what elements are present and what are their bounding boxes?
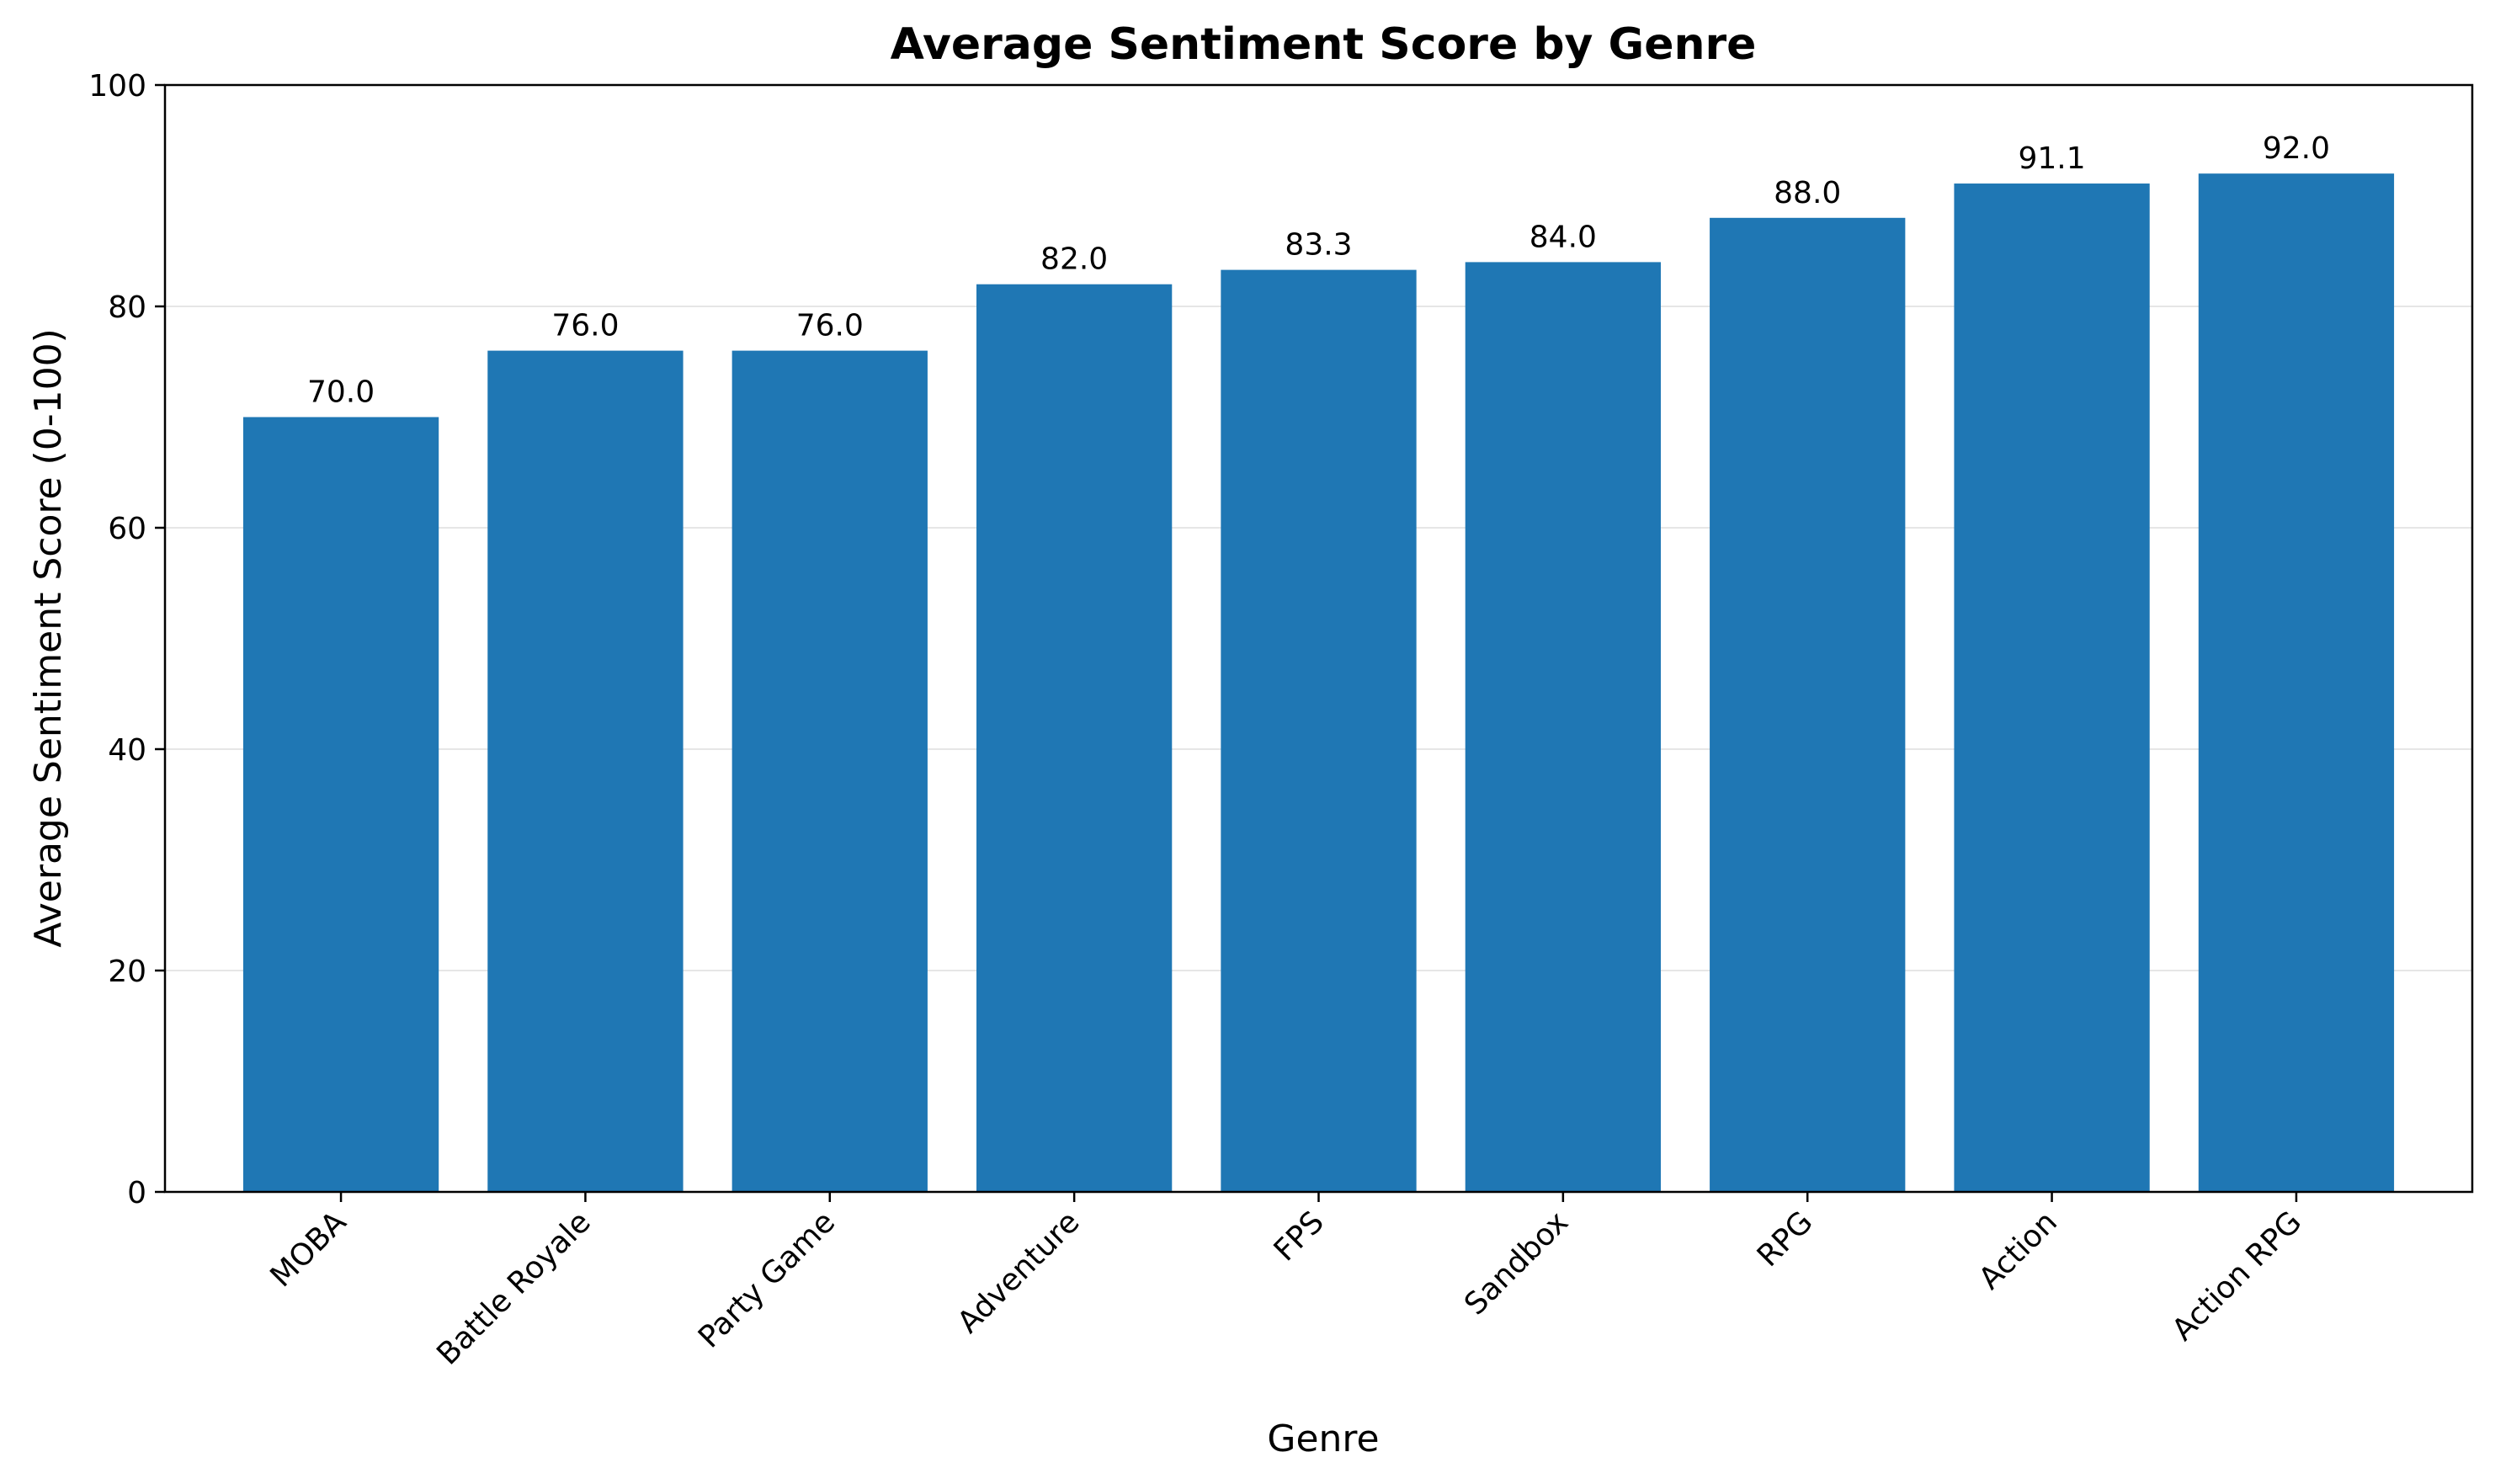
data-label: 84.0 <box>1529 220 1597 254</box>
x-tick-label: Action RPG <box>2166 1205 2309 1348</box>
data-label: 88.0 <box>1774 176 1841 210</box>
chart-title: Average Sentiment Score by Genre <box>891 19 1757 70</box>
y-tick-label: 0 <box>127 1176 146 1210</box>
y-tick-label: 60 <box>108 512 146 546</box>
x-tick-label: Sandbox <box>1458 1205 1575 1322</box>
x-tick-label: Party Game <box>692 1205 842 1354</box>
data-label: 70.0 <box>307 375 375 410</box>
x-tick-label: Action <box>1972 1205 2064 1296</box>
y-axis-ticks: 0 20 40 60 80 100 <box>88 69 165 1210</box>
bar <box>1465 262 1662 1192</box>
x-tick-label: RPG <box>1751 1205 1820 1274</box>
y-tick-label: 100 <box>88 69 146 104</box>
data-label: 91.1 <box>2019 141 2086 176</box>
x-tick-label: Adventure <box>951 1205 1087 1340</box>
bar <box>487 350 684 1193</box>
x-axis-ticks: MOBA Battle Royale Party Game Adventure FPS S… <box>264 1192 2309 1372</box>
bar <box>731 350 928 1193</box>
x-tick-label: MOBA <box>264 1205 354 1294</box>
x-axis-label: Genre <box>1267 1418 1379 1460</box>
bar <box>2198 173 2395 1193</box>
data-labels: 70.0 76.0 76.0 82.0 83.3 84.0 88.0 91.1 92.0 <box>307 131 2330 409</box>
bar <box>976 284 1173 1193</box>
x-tick-label: FPS <box>1268 1205 1331 1268</box>
y-axis-label: Average Sentiment Score (0-100) <box>27 328 70 948</box>
plot-frame <box>163 83 2474 1194</box>
y-tick-label: 80 <box>108 290 146 325</box>
data-label: 76.0 <box>551 309 619 343</box>
data-label: 82.0 <box>1040 242 1108 277</box>
data-label: 83.3 <box>1285 228 1352 263</box>
data-label: 76.0 <box>796 309 864 343</box>
bar <box>1710 217 1906 1192</box>
y-tick-label: 40 <box>108 733 146 768</box>
data-label: 92.0 <box>2263 131 2330 166</box>
bars <box>242 173 2395 1193</box>
bar <box>1954 184 2150 1192</box>
bar <box>242 417 439 1192</box>
bar <box>1221 269 1417 1193</box>
y-tick-label: 20 <box>108 955 146 989</box>
x-tick-label: Battle Royale <box>430 1205 597 1371</box>
